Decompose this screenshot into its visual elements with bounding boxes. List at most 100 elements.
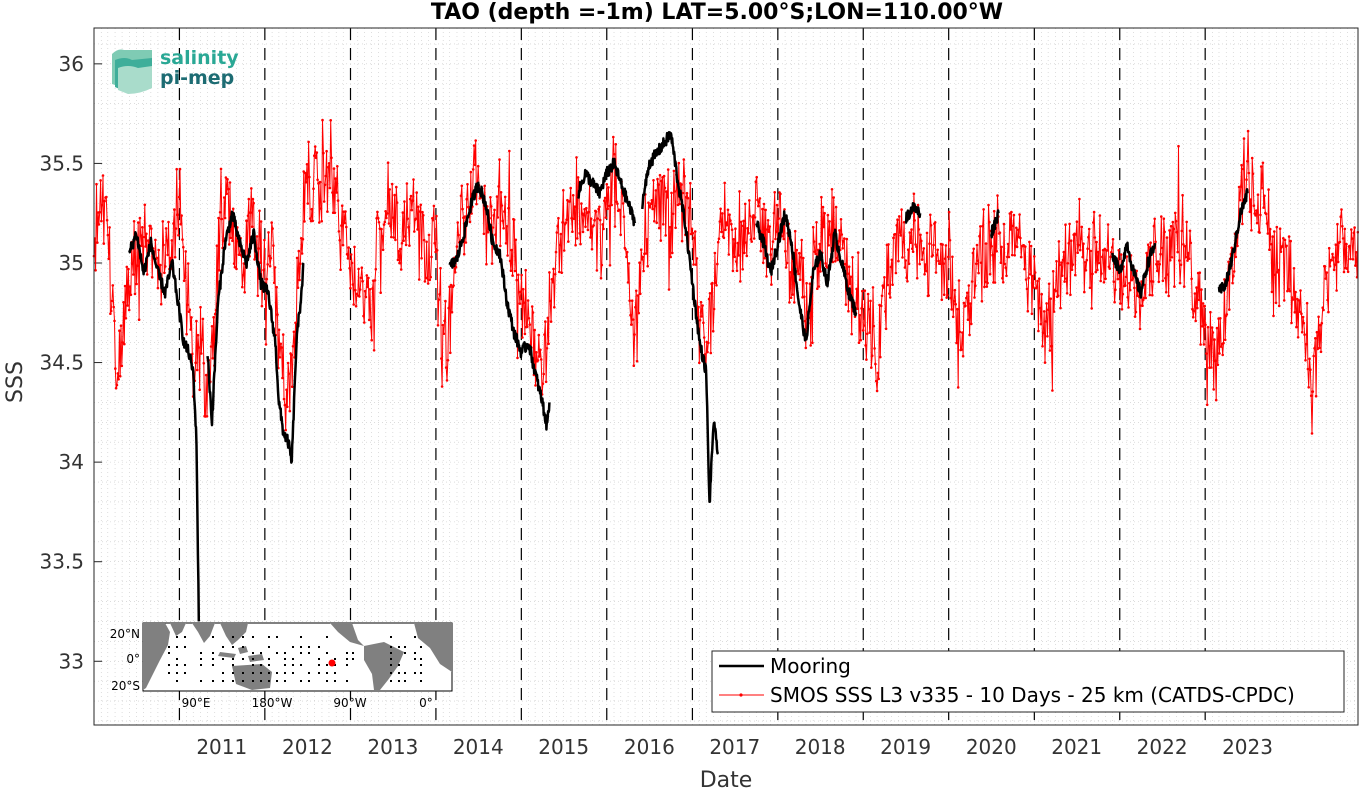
inset-buoy-dot (308, 652, 310, 654)
smos-sss-point (415, 191, 419, 194)
inset-buoy-dot (292, 646, 294, 648)
smos-sss-point (443, 319, 446, 323)
smos-sss-point (102, 242, 106, 245)
smos-sss-point (840, 233, 844, 236)
smos-sss-point (1128, 281, 1131, 285)
smos-sss-point (1134, 310, 1138, 314)
smos-sss-point (1283, 238, 1287, 242)
smos-sss-point (666, 196, 669, 199)
smos-sss-point (200, 352, 203, 355)
inset-buoy-dot (242, 636, 244, 638)
smos-sss-point (145, 273, 149, 276)
smos-sss-point (1040, 292, 1043, 296)
smos-sss-point (210, 325, 214, 328)
smos-sss-point (863, 289, 867, 293)
inset-buoy-dot (292, 672, 294, 674)
smos-sss-point (1274, 301, 1278, 305)
smos-sss-point (1099, 279, 1102, 283)
smos-sss-point (546, 316, 550, 320)
inset-buoy-dot (200, 680, 202, 682)
smos-sss-point (767, 230, 771, 233)
inset-buoy-dot (222, 672, 224, 674)
inset-buoy-dot (334, 680, 336, 682)
smos-sss-point (1247, 171, 1251, 175)
smos-sss-point (1151, 293, 1154, 297)
smos-sss-point (662, 174, 666, 178)
smos-sss-point (607, 186, 610, 189)
smos-sss-point (1133, 315, 1137, 318)
smos-sss-point (1346, 270, 1350, 274)
smos-sss-point (1078, 197, 1081, 201)
smos-sss-point (765, 275, 768, 278)
smos-sss-point (1131, 277, 1134, 280)
smos-sss-point (1325, 271, 1329, 274)
smos-sss-point (197, 346, 201, 349)
smos-sss-point (410, 208, 414, 212)
smos-sss-point (814, 252, 817, 256)
smos-sss-point (292, 330, 296, 334)
inset-lon-label: 180°W (252, 696, 293, 710)
smos-sss-point (1155, 269, 1159, 273)
smos-sss-point (457, 233, 460, 237)
smos-sss-point (299, 262, 302, 266)
inset-buoy-dot (252, 672, 254, 674)
smos-sss-point (308, 217, 312, 220)
smos-sss-point (516, 356, 519, 360)
smos-sss-point (986, 281, 989, 285)
smos-sss-point (769, 253, 772, 256)
smos-sss-point (473, 163, 477, 167)
smos-sss-point (318, 180, 322, 184)
smos-sss-point (544, 320, 547, 323)
smos-sss-point (1109, 255, 1112, 259)
smos-sss-point (653, 219, 656, 223)
south-america-landmass (364, 642, 404, 690)
y-tick-label: 34.5 (39, 351, 84, 375)
smos-sss-point (1164, 290, 1168, 294)
smos-sss-point (1069, 239, 1073, 242)
smos-sss-point (502, 227, 505, 230)
smos-sss-point (482, 232, 486, 236)
smos-sss-point (906, 248, 910, 251)
smos-sss-point (1231, 281, 1234, 285)
smos-sss-point (114, 386, 118, 390)
smos-sss-point (630, 299, 634, 303)
smos-sss-point (1194, 319, 1197, 323)
smos-sss-point (233, 265, 237, 269)
smos-sss-point (528, 323, 532, 326)
smos-sss-point (1338, 240, 1342, 244)
logo-line2: pi-mep (160, 67, 234, 89)
smos-sss-point (935, 253, 939, 257)
smos-sss-point (822, 225, 826, 229)
smos-sss-point (202, 362, 206, 365)
smos-sss-point (855, 287, 858, 291)
smos-sss-point (1145, 251, 1148, 255)
inset-buoy-dot (176, 672, 178, 674)
smos-sss-point (310, 207, 314, 211)
smos-sss-point (314, 156, 318, 160)
smos-sss-point (322, 151, 325, 155)
smos-sss-point (1079, 237, 1083, 241)
smos-sss-point (554, 250, 558, 254)
smos-sss-point (416, 228, 419, 231)
inset-buoy-dot (268, 636, 270, 638)
smos-sss-point (909, 241, 912, 244)
smos-sss-point (793, 229, 797, 233)
inset-buoy-dot (184, 636, 186, 638)
smos-sss-point (572, 217, 576, 221)
smos-sss-point (1259, 213, 1262, 217)
smos-sss-point (777, 217, 781, 220)
smos-sss-point (229, 236, 233, 240)
smos-sss-point (179, 222, 183, 226)
smos-sss-point (1160, 215, 1163, 218)
smos-sss-point (1163, 230, 1166, 234)
smos-sss-point (653, 204, 657, 208)
smos-sss-point (1326, 298, 1329, 302)
smos-sss-point (1232, 270, 1236, 273)
smos-sss-point (870, 354, 874, 358)
smos-sss-point (553, 306, 556, 309)
x-tick-label: 2015 (538, 735, 589, 759)
smos-sss-point (826, 213, 830, 217)
smos-sss-point (182, 279, 186, 283)
smos-sss-point (967, 284, 971, 287)
smos-sss-point (385, 212, 389, 215)
